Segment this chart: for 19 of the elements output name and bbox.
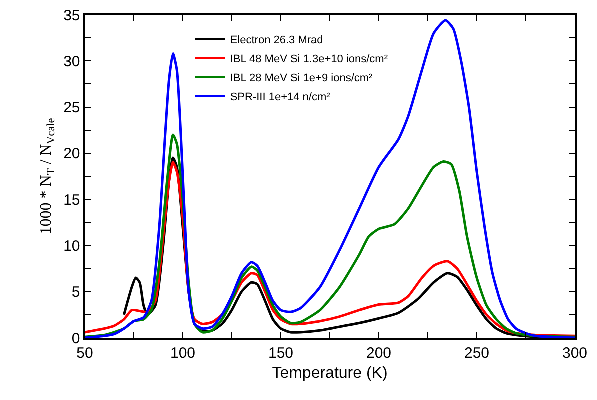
- y-tick-label: 35: [64, 7, 80, 24]
- x-tick-label: 300: [562, 344, 588, 362]
- x-tick-label: 150: [268, 344, 294, 362]
- y-tick-label: 10: [64, 238, 80, 255]
- y-tick-label: 25: [64, 100, 80, 117]
- x-axis-title: Temperature (K): [272, 364, 388, 382]
- legend-label: IBL 48 MeV Si 1.3e+10 ions/cm²: [230, 53, 388, 66]
- y-tick-label: 20: [64, 146, 80, 163]
- x-tick-label: 100: [170, 344, 196, 362]
- y-tick-label: 15: [64, 192, 80, 209]
- x-tick-label: 200: [366, 344, 392, 362]
- y-tick-label: 30: [64, 53, 80, 70]
- legend-label: Electron 26.3 Mrad: [230, 34, 324, 46]
- y-tick-label: 0: [72, 330, 80, 348]
- legend-label: IBL 28 MeV Si 1e+9 ions/cm²: [230, 72, 374, 84]
- legend-label: SPR-III 1e+14 n/cm²: [230, 91, 331, 104]
- x-tick-label: 50: [76, 344, 94, 362]
- y-tick-label: 5: [72, 284, 80, 302]
- x-tick-label: 250: [464, 344, 490, 362]
